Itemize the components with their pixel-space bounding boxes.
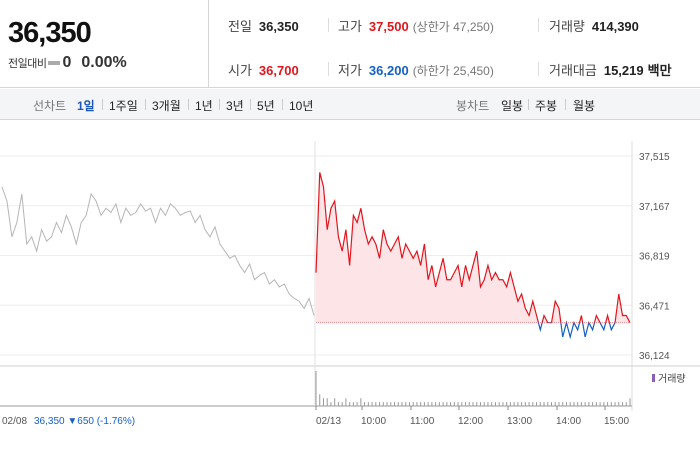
tab-1day[interactable]: 1일 bbox=[77, 99, 95, 113]
stat-value: 15,219 bbox=[603, 63, 644, 78]
divider bbox=[528, 99, 529, 110]
x-tick-label: 14:00 bbox=[556, 416, 581, 427]
tab-1year[interactable]: 1년 bbox=[195, 99, 213, 113]
prev-day-label: 02/08 bbox=[2, 416, 27, 427]
tab-5year[interactable]: 5년 bbox=[257, 99, 275, 113]
change-rate: 0.00% bbox=[81, 54, 127, 71]
tab-1week[interactable]: 1주일 bbox=[109, 99, 138, 113]
y-tick-label: 36,819 bbox=[639, 252, 670, 263]
change-row: 전일대비 0 0.00% bbox=[8, 54, 127, 72]
divider bbox=[250, 99, 251, 110]
stat-value: 37,500 bbox=[368, 19, 409, 34]
y-tick-label: 36,124 bbox=[639, 351, 670, 362]
divider bbox=[538, 18, 539, 32]
stat-prev-close: 전일 36,350 bbox=[228, 16, 299, 35]
change-value: 0 bbox=[62, 54, 72, 71]
current-price: 36,350 bbox=[8, 17, 92, 49]
divider bbox=[145, 99, 146, 110]
divider bbox=[282, 99, 283, 110]
tab-3year[interactable]: 3년 bbox=[226, 99, 244, 113]
stat-value: 36,700 bbox=[258, 63, 299, 78]
volume-legend-swatch bbox=[652, 374, 655, 382]
x-tick-label: 15:00 bbox=[604, 416, 629, 427]
stat-value: 36,350 bbox=[258, 19, 299, 34]
tab-weekly-candle[interactable]: 주봉 bbox=[535, 99, 558, 113]
stat-trade-amount: 거래대금 15,219 백만 bbox=[549, 60, 672, 79]
tab-monthly-candle[interactable]: 월봉 bbox=[573, 99, 596, 113]
today-line-down bbox=[537, 322, 630, 340]
stat-label: 고가 bbox=[338, 19, 362, 34]
tab-daily-candle[interactable]: 일봉 bbox=[501, 99, 524, 113]
prev-day-series bbox=[1, 186, 315, 316]
y-tick-label: 37,167 bbox=[639, 202, 670, 213]
divider bbox=[188, 99, 189, 110]
y-axis: 37,515 37,167 36,819 36,471 36,124 bbox=[639, 152, 670, 362]
x-tick-label: 11:00 bbox=[410, 416, 435, 427]
stat-volume: 거래량 414,390 bbox=[549, 16, 639, 35]
change-label: 전일대비 bbox=[8, 58, 47, 70]
divider bbox=[538, 62, 539, 76]
divider bbox=[328, 18, 329, 32]
divider bbox=[219, 99, 220, 110]
price-box: 36,350 전일대비 0 0.00% bbox=[0, 0, 209, 88]
tab-3month[interactable]: 3개월 bbox=[152, 99, 181, 113]
stat-value: 414,390 bbox=[591, 19, 639, 34]
y-tick-label: 37,515 bbox=[639, 152, 670, 163]
chart-grid bbox=[0, 141, 700, 411]
flat-change-icon bbox=[48, 61, 61, 65]
stat-label: 거래대금 bbox=[549, 63, 597, 78]
x-axis: 02/08 36,350 ▼650 (-1.76%) 02/13 10:00 11:00… bbox=[2, 406, 629, 427]
stat-open: 시가 36,700 bbox=[228, 60, 299, 79]
y-tick-label: 36,471 bbox=[639, 301, 670, 312]
quote-panel: 36,350 전일대비 0 0.00% 전일 36,350 고가 37,500 (상한… bbox=[0, 0, 700, 88]
stat-label: 전일 bbox=[228, 19, 252, 34]
stat-label: 저가 bbox=[338, 63, 362, 78]
price-chart[interactable]: 37,515 37,167 36,819 36,471 36,124 거래량 02/08… bbox=[0, 121, 700, 450]
stat-low: 저가 36,200 (하한가 25,450) bbox=[338, 60, 494, 79]
today-line-up bbox=[315, 172, 631, 323]
volume-bars: 거래량 bbox=[315, 371, 686, 406]
line-chart-label: 선차트 bbox=[33, 99, 67, 113]
prev-day-line bbox=[1, 186, 315, 316]
x-tick-label: 02/13 bbox=[316, 416, 341, 427]
divider bbox=[328, 62, 329, 76]
stat-label: 시가 bbox=[228, 63, 252, 78]
divider bbox=[102, 99, 103, 110]
volume-legend-label: 거래량 bbox=[658, 373, 686, 385]
x-tick-label: 13:00 bbox=[507, 416, 532, 427]
period-bar: 선차트 1일 1주일 3개월 1년 3년 5년 10년 봉차트 일봉 주봉 월봉 bbox=[0, 89, 700, 120]
x-tick-label: 12:00 bbox=[458, 416, 483, 427]
today-series bbox=[315, 172, 631, 340]
upper-limit: (상한가 47,250) bbox=[412, 20, 494, 34]
divider bbox=[565, 99, 566, 110]
candle-chart-label: 봉차트 bbox=[456, 99, 490, 113]
prev-day-info: 36,350 ▼650 (-1.76%) bbox=[34, 416, 135, 427]
lower-limit: (하한가 25,450) bbox=[412, 64, 494, 78]
unit-label: 백만 bbox=[647, 63, 672, 78]
x-tick-label: 10:00 bbox=[361, 416, 386, 427]
stat-value: 36,200 bbox=[368, 63, 409, 78]
stat-label: 거래량 bbox=[549, 19, 585, 34]
today-area-fill bbox=[316, 172, 630, 323]
stat-high: 고가 37,500 (상한가 47,250) bbox=[338, 16, 494, 35]
tab-10year[interactable]: 10년 bbox=[289, 99, 314, 113]
